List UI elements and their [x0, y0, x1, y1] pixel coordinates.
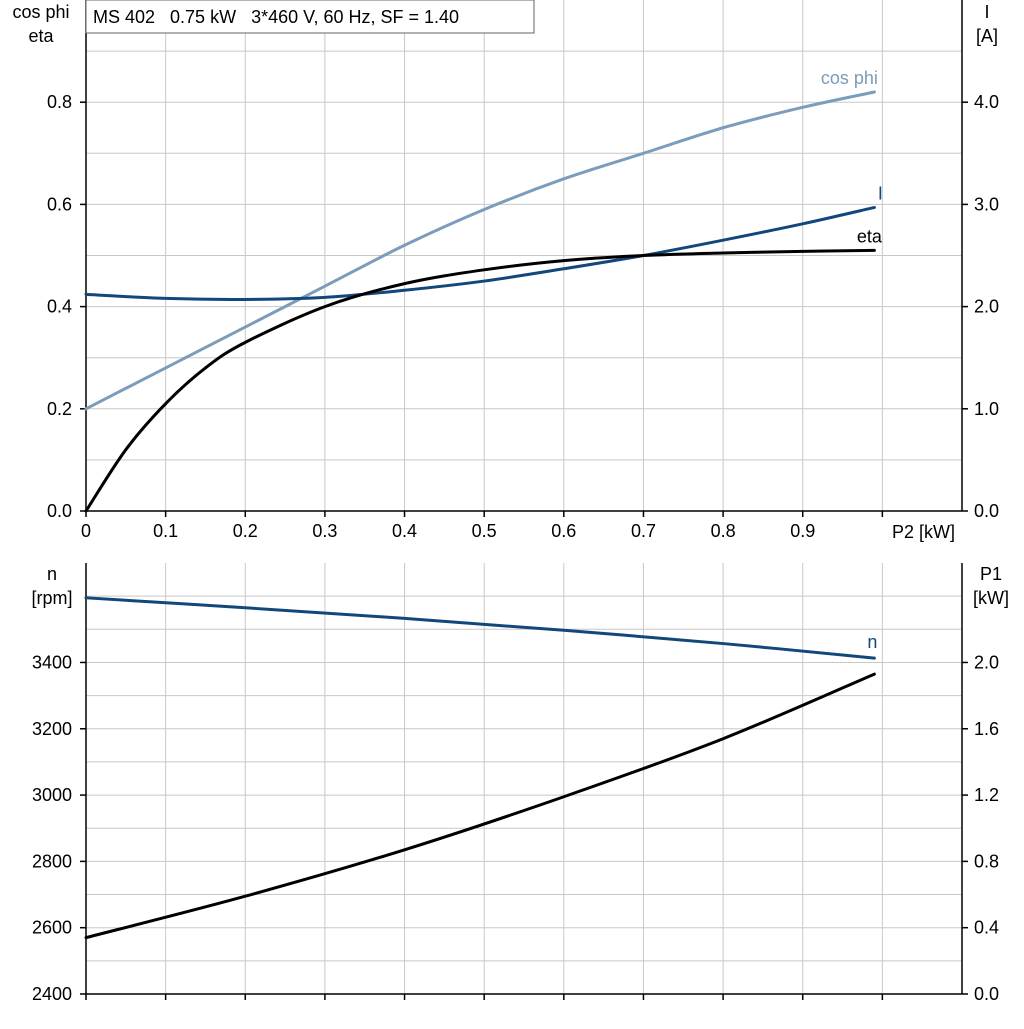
top-left-tick-label: 0.6	[47, 194, 72, 214]
top-right-tick-label: 0.0	[974, 501, 999, 521]
bottom-left-tick-label: 3400	[32, 652, 72, 672]
series-i-label: I	[878, 183, 883, 203]
top-right-tick-label: 1.0	[974, 399, 999, 419]
series-i-line	[84, 205, 876, 301]
bottom-right-tick-label: 1.6	[974, 719, 999, 739]
top-x-axis-title: P2 [kW]	[892, 522, 955, 542]
x-tick-label: 0.2	[233, 521, 258, 541]
x-tick-label: 0.5	[472, 521, 497, 541]
bottom-left-tick-label: 2800	[32, 851, 72, 871]
top-right-tick-label: 2.0	[974, 297, 999, 317]
chart-title: MS 402 0.75 kW 3*460 V, 60 Hz, SF = 1.40	[93, 7, 459, 27]
x-tick-label: 0.9	[790, 521, 815, 541]
bottom-grid	[86, 563, 962, 994]
top-left-tick-label: 0.0	[47, 501, 72, 521]
top-right-axis-title-line1: I	[984, 2, 989, 22]
bottom-right-tick-label: 2.0	[974, 652, 999, 672]
bottom-right-tick-label: 1.2	[974, 785, 999, 805]
bottom-right-tick-label: 0.4	[974, 918, 999, 938]
x-tick-label: 0.8	[711, 521, 736, 541]
series-n-line	[84, 596, 876, 660]
x-tick-label: 0.7	[631, 521, 656, 541]
bottom-left-tick-label: 2400	[32, 984, 72, 1004]
series-eta-label: eta	[857, 226, 883, 246]
series-cos-phi-label: cos phi	[821, 68, 878, 88]
top-ticks: 0 0.1 0.2 0.3 0.4 0.5 0.6 0.7 0.8 0.9 0.0 0.2 0.4 0.6…	[47, 92, 999, 541]
bottom-left-tick-label: 3000	[32, 785, 72, 805]
top-grid	[86, 0, 962, 511]
x-tick-label: 0.4	[392, 521, 417, 541]
top-left-tick-label: 0.4	[47, 297, 72, 317]
bottom-left-axis-title-line2: [rpm]	[31, 588, 72, 608]
bottom-curves: n	[84, 596, 877, 940]
series-p1-1-line	[84, 672, 876, 940]
bottom-left-tick-label: 3200	[32, 719, 72, 739]
bottom-ticks: 2400 2600 2800 3000 3200 3400 0.0 0.4 0.8 1.2 1.6 2…	[32, 652, 999, 1004]
bottom-right-axis-title-line1: P1	[980, 564, 1002, 584]
x-tick-label: 0	[81, 521, 91, 541]
x-tick-label: 0.6	[551, 521, 576, 541]
top-left-axis-title-line1: cos phi	[12, 2, 69, 22]
top-right-axis-title-line2: [A]	[976, 26, 998, 46]
bottom-left-tick-label: 2600	[32, 918, 72, 938]
top-left-tick-label: 0.2	[47, 399, 72, 419]
x-tick-label: 0.1	[153, 521, 178, 541]
bottom-left-axis-title-line1: n	[47, 564, 57, 584]
series-eta-line	[84, 248, 876, 513]
bottom-right-axis-title-line2: [kW]	[973, 588, 1009, 608]
bottom-right-tick-label: 0.0	[974, 984, 999, 1004]
top-left-tick-label: 0.8	[47, 92, 72, 112]
title-box	[85, 0, 535, 34]
top-left-axis-title-line2: eta	[28, 26, 54, 46]
series-cos-phi-line	[84, 90, 876, 411]
top-right-tick-label: 3.0	[974, 194, 999, 214]
x-tick-label: 0.3	[312, 521, 337, 541]
series-n-label: n	[867, 632, 877, 652]
bottom-right-tick-label: 0.8	[974, 851, 999, 871]
top-right-tick-label: 4.0	[974, 92, 999, 112]
